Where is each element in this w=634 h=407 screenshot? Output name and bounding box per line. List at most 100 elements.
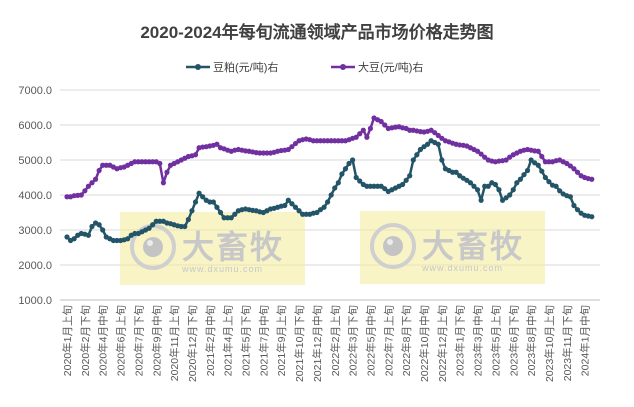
data-point	[439, 157, 445, 163]
data-point	[492, 181, 498, 188]
data-point	[85, 232, 92, 238]
data-point	[542, 174, 548, 181]
data-point	[160, 180, 166, 186]
svg-text:www.dxumu.com: www.dxumu.com	[181, 264, 263, 274]
data-point	[378, 118, 384, 125]
data-point	[424, 141, 431, 147]
y-tick-label: 6000.0	[18, 120, 52, 132]
data-point	[210, 199, 216, 205]
data-point	[321, 138, 327, 144]
data-point	[478, 151, 484, 157]
x-tick-label: 2020年1月上旬	[61, 305, 74, 376]
chart-title: 2020-2024年每旬流通领域产品市场价格走势图	[140, 22, 493, 42]
data-point	[150, 159, 156, 165]
data-point	[382, 122, 388, 128]
data-point	[300, 211, 306, 217]
legend-item-soybean[interactable]: 大豆(元/吨)右	[331, 60, 423, 74]
data-point	[382, 186, 388, 192]
data-point	[192, 152, 199, 158]
x-tick-label: 2020年2月下旬	[79, 305, 92, 376]
data-point	[89, 180, 95, 186]
y-tick-label: 2000.0	[18, 260, 52, 272]
x-tick-label: 2023年8月中旬	[525, 305, 538, 376]
data-point	[189, 208, 195, 214]
x-tick-label: 2022年2月上旬	[329, 305, 342, 376]
y-axis-ticks: 7000.0 6000.0 5000.0 4000.0 3000.0 2000.0 1000…	[18, 85, 52, 307]
data-point	[407, 127, 413, 133]
data-point	[142, 159, 149, 165]
data-point	[353, 134, 359, 140]
x-tick-label: 2021年9月上旬	[275, 305, 288, 376]
legend-label-meal: 豆粕(元/吨)右	[213, 60, 278, 74]
data-point	[328, 192, 334, 198]
data-point	[328, 138, 334, 144]
data-point	[135, 159, 141, 165]
x-axis-ticks: 2020年1月上旬 2020年2月下旬 2020年4月中旬 2020年6月上旬 2020…	[61, 305, 592, 382]
legend-label-soybean: 大豆(元/吨)右	[358, 60, 423, 74]
data-point	[474, 148, 481, 154]
data-point	[574, 207, 581, 213]
data-point	[399, 181, 406, 188]
x-tick-label: 2024年1月中旬	[579, 305, 592, 376]
data-point	[314, 209, 320, 216]
data-point	[292, 204, 299, 210]
x-tick-label: 2021年2月中旬	[204, 305, 217, 376]
data-point	[221, 215, 227, 221]
x-tick-label: 2023年11月下旬	[561, 305, 574, 381]
data-point	[100, 162, 106, 168]
data-point	[92, 176, 99, 182]
data-point	[539, 153, 545, 160]
data-point	[482, 154, 488, 160]
data-point	[521, 172, 527, 178]
data-point	[232, 211, 238, 217]
x-tick-label: 2020年9月中旬	[150, 305, 163, 376]
data-point	[339, 138, 345, 144]
data-point	[132, 159, 138, 165]
data-point	[132, 230, 138, 237]
y-tick-label: 1000.0	[18, 295, 52, 307]
data-point	[285, 146, 291, 153]
data-point	[524, 167, 531, 174]
data-point	[432, 130, 438, 136]
data-point	[153, 218, 159, 224]
data-point	[96, 167, 102, 174]
data-point	[150, 222, 156, 228]
data-point	[214, 141, 220, 147]
legend-item-meal[interactable]: 豆粕(元/吨)右	[186, 60, 278, 74]
data-point	[260, 150, 266, 156]
data-point	[403, 177, 409, 183]
data-point	[542, 159, 548, 165]
series-soybean	[64, 115, 595, 200]
data-point	[114, 237, 120, 244]
svg-text:大畜牧: 大畜牧	[422, 228, 524, 264]
data-point	[353, 174, 359, 181]
data-point	[100, 227, 106, 233]
data-point	[510, 187, 516, 193]
data-point	[589, 214, 595, 220]
x-tick-label: 2022年5月中旬	[364, 305, 377, 376]
x-tick-label: 2020年11月上旬	[168, 305, 181, 381]
data-point	[146, 159, 152, 165]
data-point	[303, 211, 309, 217]
data-point	[496, 187, 502, 193]
x-tick-label: 2021年12月中旬	[311, 305, 324, 382]
data-point	[478, 197, 484, 203]
data-point	[567, 163, 573, 169]
data-point	[282, 202, 288, 209]
svg-text:www.dxumu.com: www.dxumu.com	[421, 263, 503, 273]
data-point	[178, 223, 184, 230]
data-point	[71, 236, 77, 242]
svg-text:大畜牧: 大畜牧	[182, 229, 284, 265]
data-point	[435, 141, 441, 147]
data-point	[482, 183, 488, 189]
x-tick-label: 2023年10月上旬	[543, 305, 556, 382]
data-point	[364, 183, 370, 189]
data-point	[535, 162, 541, 168]
data-point	[332, 185, 338, 191]
data-point	[410, 157, 416, 163]
data-point	[371, 183, 377, 189]
data-point	[110, 237, 117, 244]
